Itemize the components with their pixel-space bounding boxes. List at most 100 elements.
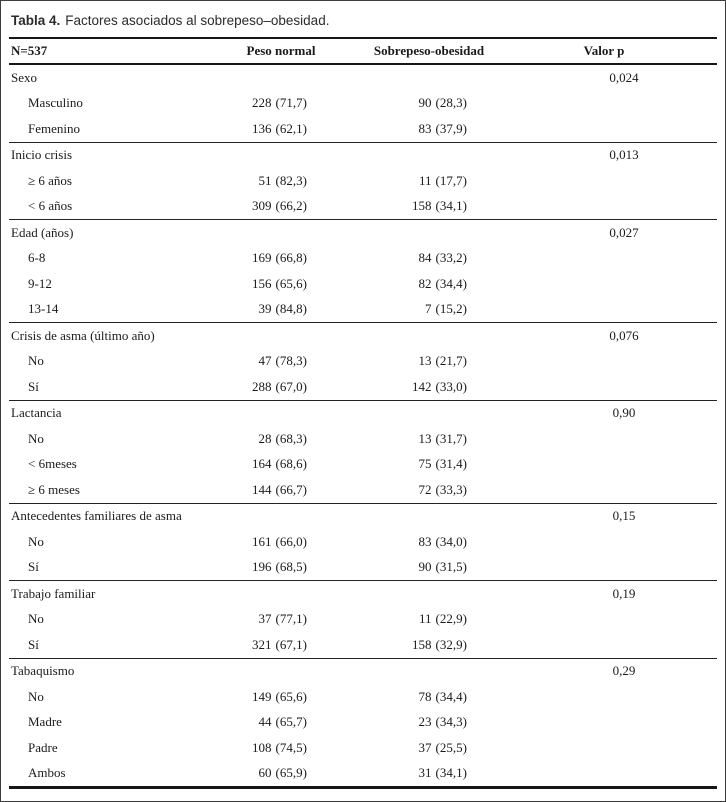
cell-peso-normal-value: 28 (68,3) xyxy=(245,431,318,447)
percentage: (37,9) xyxy=(435,120,467,136)
section-label: Sexo xyxy=(11,69,37,85)
percentage: (34,0) xyxy=(435,533,467,549)
cell-peso-normal: 144 (66,7) xyxy=(211,482,351,498)
percentage: (21,7) xyxy=(435,353,467,369)
count: 144 xyxy=(252,481,272,497)
cell-peso-normal: 136 (62,1) xyxy=(211,121,351,137)
percentage: (34,4) xyxy=(435,688,467,704)
percentage: (66,7) xyxy=(275,481,307,497)
count: 136 xyxy=(252,120,272,136)
cell-sobrepeso-obesidad: 90 (28,3) xyxy=(351,95,531,111)
cell-sobrepeso-obesidad-value: 142 (33,0) xyxy=(405,379,478,395)
count: 83 xyxy=(418,120,432,136)
cell-sobrepeso-obesidad-value: 78 (34,4) xyxy=(405,689,478,705)
cell-sobrepeso-obesidad-value: 23 (34,3) xyxy=(405,714,478,730)
cell-peso-normal: 51 (82,3) xyxy=(211,173,351,189)
percentage: (15,2) xyxy=(435,301,467,317)
section-label: Trabajo familiar xyxy=(11,585,96,601)
section-header-row: Edad (años) 0,027 xyxy=(9,220,717,246)
cell-sobrepeso-obesidad: 158 (34,1) xyxy=(351,198,531,214)
percentage: (31,5) xyxy=(435,559,467,575)
percentage: (74,5) xyxy=(275,739,307,755)
count: 37 xyxy=(258,611,272,627)
cell-peso-normal: 108 (74,5) xyxy=(211,740,351,756)
cell-sobrepeso-obesidad-value: 13 (21,7) xyxy=(405,353,478,369)
table-caption: Factores asociados al sobrepeso–obesidad… xyxy=(65,13,330,28)
cell-sobrepeso-obesidad: 11 (22,9) xyxy=(351,611,531,627)
section-label: Inicio crisis xyxy=(11,147,73,163)
percentage: (33,0) xyxy=(435,378,467,394)
column-header-sobrepeso-obesidad: Sobrepeso-obesidad xyxy=(373,43,485,58)
data-row: Madre 44 (65,7) 23 (34,3) xyxy=(9,710,717,736)
data-row: ≥ 6 años 51 (82,3) 11 (17,7) xyxy=(9,168,717,194)
percentage: (84,8) xyxy=(275,301,307,317)
count: 13 xyxy=(418,430,432,446)
percentage: (32,9) xyxy=(435,636,467,652)
cell-sobrepeso-obesidad-value: 83 (34,0) xyxy=(405,534,478,550)
divider-below-title xyxy=(9,37,717,39)
section-label: Edad (años) xyxy=(11,224,74,240)
cell-sobrepeso-obesidad-value: 37 (25,5) xyxy=(405,740,478,756)
count: 28 xyxy=(258,430,272,446)
cell-peso-normal-value: 60 (65,9) xyxy=(245,765,318,781)
cell-peso-normal: 28 (68,3) xyxy=(211,431,351,447)
p-value: 0,013 xyxy=(609,147,639,163)
cell-sobrepeso-obesidad-value: 11 (17,7) xyxy=(405,173,478,189)
cell-sobrepeso-obesidad-value: 158 (34,1) xyxy=(405,198,478,214)
cell-sobrepeso-obesidad-value: 84 (33,2) xyxy=(405,250,478,266)
column-header-peso-normal: Peso normal xyxy=(246,43,316,58)
percentage: (25,5) xyxy=(435,739,467,755)
section-label: Lactancia xyxy=(11,405,62,421)
data-row: No 149 (65,6) 78 (34,4) xyxy=(9,684,717,710)
cell-sobrepeso-obesidad: 84 (33,2) xyxy=(351,250,531,266)
data-row: Sí 288 (67,0) 142 (33,0) xyxy=(9,374,717,400)
p-value: 0,024 xyxy=(609,69,639,85)
cell-sobrepeso-obesidad-value: 83 (37,9) xyxy=(405,121,478,137)
section-header-row: Crisis de asma (último año) 0,076 xyxy=(9,323,717,349)
p-value: 0,90 xyxy=(612,405,636,421)
count: 83 xyxy=(418,533,432,549)
count: 321 xyxy=(252,636,272,652)
cell-sobrepeso-obesidad: 90 (31,5) xyxy=(351,559,531,575)
percentage: (68,3) xyxy=(275,430,307,446)
p-value: 0,19 xyxy=(612,585,636,601)
cell-peso-normal-value: 164 (68,6) xyxy=(245,456,318,472)
section-header-row: Sexo 0,024 xyxy=(9,65,717,91)
data-row: 9-12 156 (65,6) 82 (34,4) xyxy=(9,271,717,297)
data-row: < 6meses 164 (68,6) 75 (31,4) xyxy=(9,452,717,478)
cell-sobrepeso-obesidad-value: 158 (32,9) xyxy=(405,637,478,653)
row-label: Sí xyxy=(28,378,39,394)
count: 158 xyxy=(412,198,432,214)
cell-sobrepeso-obesidad: 13 (31,7) xyxy=(351,431,531,447)
cell-sobrepeso-obesidad-value: 72 (33,3) xyxy=(405,482,478,498)
count: 39 xyxy=(258,301,272,317)
table-section: Tabaquismo 0,29 No 149 (65,6) 78 (34,4) Madre 44… xyxy=(9,659,717,787)
cell-peso-normal-value: 149 (65,6) xyxy=(245,689,318,705)
cell-sobrepeso-obesidad: 31 (34,1) xyxy=(351,765,531,781)
table-section: Edad (años) 0,027 6-8 169 (66,8) 84 (33,2) 9-12… xyxy=(9,220,717,323)
row-label: Femenino xyxy=(28,120,80,136)
row-label: 13-14 xyxy=(28,301,59,317)
section-header-row: Lactancia 0,90 xyxy=(9,401,717,427)
data-row: ≥ 6 meses 144 (66,7) 72 (33,3) xyxy=(9,477,717,503)
table-section: Sexo 0,024 Masculino 228 (71,7) 90 (28,3) Femen… xyxy=(9,65,717,143)
cell-peso-normal: 228 (71,7) xyxy=(211,95,351,111)
count: 47 xyxy=(258,353,272,369)
percentage: (62,1) xyxy=(275,120,307,136)
cell-peso-normal: 309 (66,2) xyxy=(211,198,351,214)
row-label: 6-8 xyxy=(28,250,46,266)
data-row: No 47 (78,3) 13 (21,7) xyxy=(9,349,717,375)
p-value: 0,027 xyxy=(609,224,639,240)
data-row: Sí 196 (68,5) 90 (31,5) xyxy=(9,555,717,581)
percentage: (68,6) xyxy=(275,456,307,472)
count: 142 xyxy=(412,378,432,394)
row-label: Padre xyxy=(28,739,58,755)
percentage: (71,7) xyxy=(275,95,307,111)
table-header-row: N=537 Peso normal Sobrepeso-obesidad Val… xyxy=(9,39,717,63)
section-label: Antecedentes familiares de asma xyxy=(11,508,182,524)
row-label: No xyxy=(28,533,44,549)
cell-sobrepeso-obesidad: 83 (34,0) xyxy=(351,534,531,550)
cell-sobrepeso-obesidad-value: 11 (22,9) xyxy=(405,611,478,627)
count: 37 xyxy=(418,739,432,755)
row-label: No xyxy=(28,353,44,369)
